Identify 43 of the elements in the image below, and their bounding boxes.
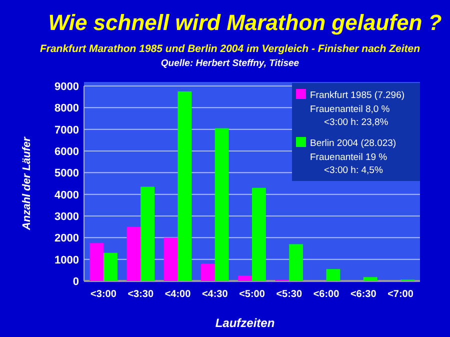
bar <box>200 264 215 281</box>
chart-title: Wie schnell wird Marathon gelaufen ? <box>48 10 442 35</box>
bar <box>164 238 178 281</box>
annotation: <3:00 h: 23,8% <box>324 117 389 128</box>
y-tick-label: 7000 <box>54 124 79 136</box>
x-tick-label: <4:30 <box>202 289 228 300</box>
bar <box>238 276 252 281</box>
y-tick-label: 8000 <box>54 102 79 115</box>
x-tick-label: <3:30 <box>128 289 154 300</box>
bar <box>289 244 304 281</box>
annotation: <3:00 h: 4,5% <box>324 165 384 176</box>
y-tick-label: 6000 <box>54 146 79 158</box>
y-tick-label: 1000 <box>54 254 79 266</box>
y-tick-label: 2000 <box>54 232 79 245</box>
y-axis-title: Anzahl der Läufer <box>21 136 33 231</box>
y-tick-label: 9000 <box>54 81 79 93</box>
x-tick-label: <5:00 <box>239 289 266 300</box>
y-tick-label: 4000 <box>54 189 79 202</box>
bar <box>103 252 118 281</box>
x-tick-label: <6:00 <box>313 289 340 300</box>
annotation: Frauenanteil 19 % <box>310 152 388 163</box>
bar <box>363 277 378 281</box>
bar <box>178 91 192 281</box>
x-tick-label: <7:00 <box>388 289 414 300</box>
x-tick-label: <3:00 <box>90 289 117 300</box>
x-tick-label: <5:30 <box>276 289 302 300</box>
bar <box>214 128 229 281</box>
annotation: Frauenanteil 8,0 % <box>310 104 390 115</box>
legend-label: Frankfurt 1985 (7.296) <box>310 90 405 101</box>
chart-subtitle: Frankfurt Marathon 1985 und Berlin 2004 im Vergleich - Finisher nach Zeiten <box>40 43 420 55</box>
bar <box>140 186 155 281</box>
y-tick-label: 0 <box>72 276 79 288</box>
y-tick-label: 5000 <box>54 168 79 180</box>
bar <box>252 188 266 281</box>
legend-label: Berlin 2004 (28.023) <box>310 138 396 149</box>
y-tick-label: 3000 <box>54 211 79 223</box>
x-tick-label: <4:00 <box>164 289 192 300</box>
source-note: Quelle: Herbert Steffny, Titisee <box>160 58 300 69</box>
bar <box>126 226 141 281</box>
bar <box>326 269 340 281</box>
x-tick-label: <6:30 <box>350 289 377 300</box>
bar <box>90 243 104 281</box>
x-axis-title: Laufzeiten <box>215 316 275 330</box>
